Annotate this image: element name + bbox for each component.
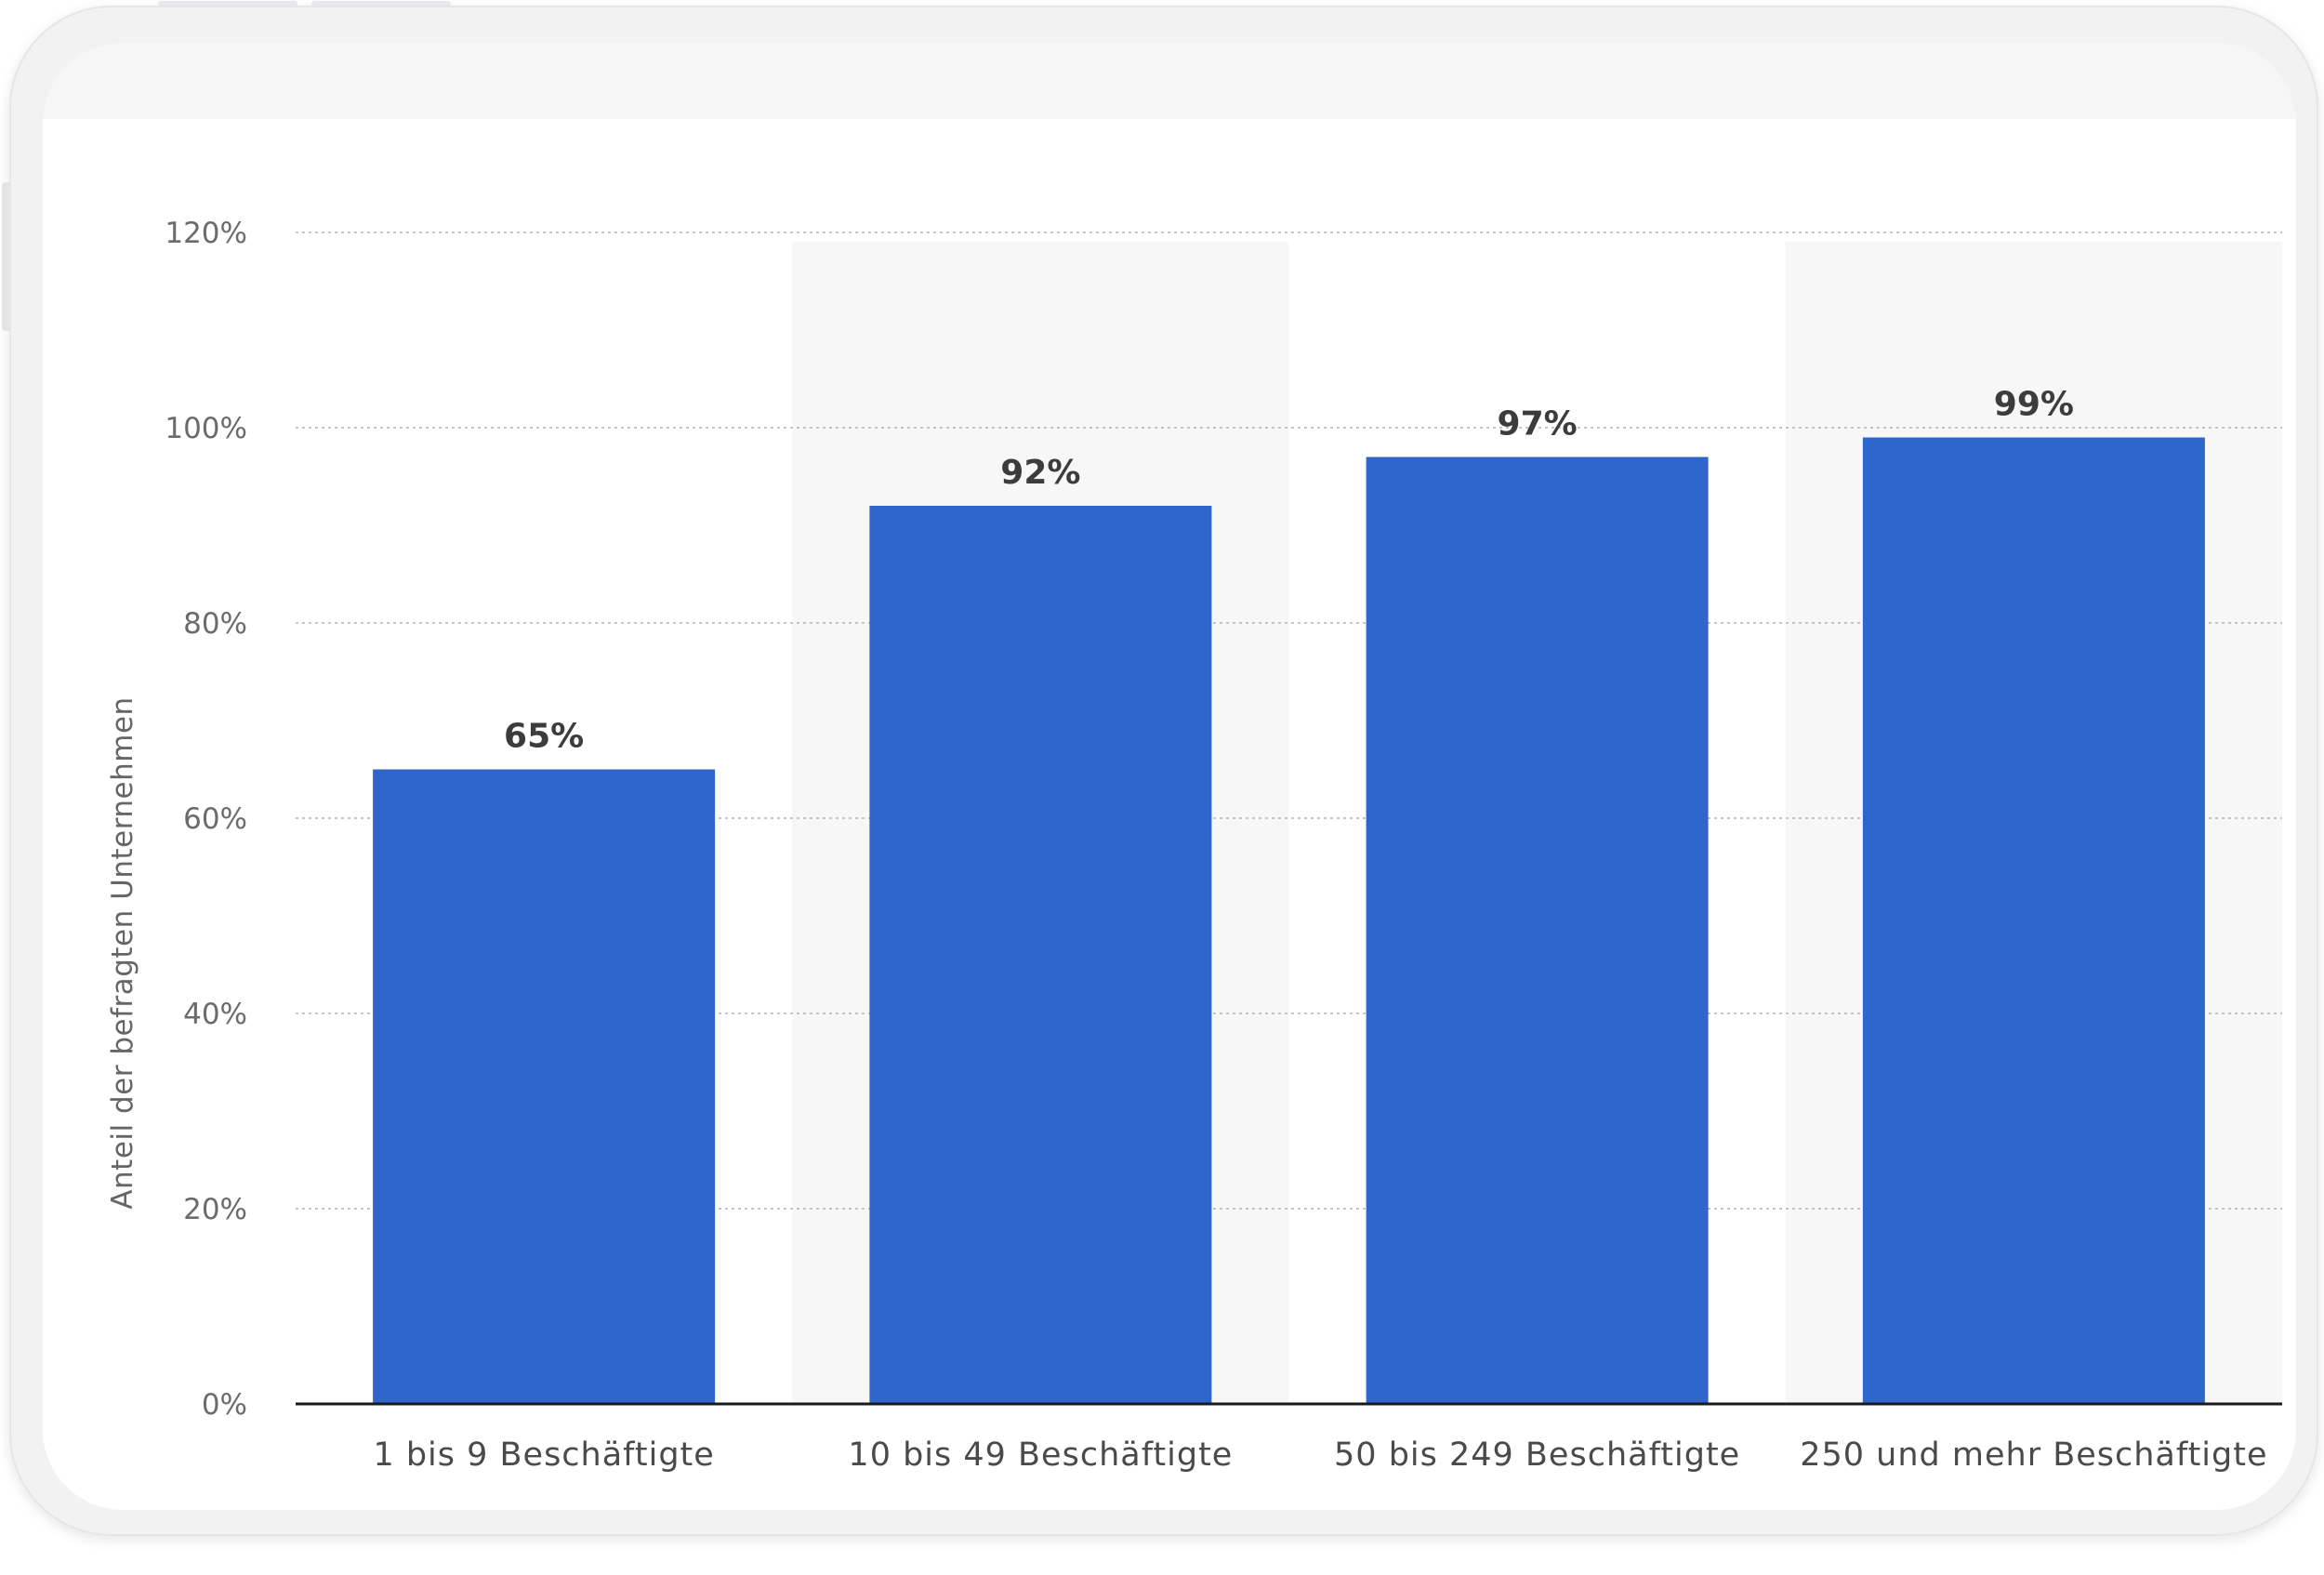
y-axis-label: Anteil der befragten Unternehmen	[106, 696, 139, 1209]
value-labels: 65% 92% 97% 99%	[504, 386, 2074, 756]
bar	[1366, 457, 1709, 1404]
top-button	[158, 1, 297, 6]
y-tick-label: 80%	[183, 607, 247, 641]
x-tick-label: 1 bis 9 Beschäftigte	[373, 1436, 714, 1474]
bar-value-label: 65%	[504, 718, 584, 756]
top-button	[311, 1, 451, 6]
y-axis-ticks: 0% 20% 40% 60% 80% 100% 120%	[165, 217, 247, 1422]
y-tick-label: 0%	[202, 1388, 247, 1422]
bar	[373, 769, 716, 1404]
x-tick-label: 250 und mehr Beschäftigte	[1800, 1436, 2267, 1474]
screen-top-bar	[43, 43, 2296, 119]
y-tick-label: 120%	[165, 217, 247, 250]
y-tick-label: 40%	[183, 998, 247, 1031]
y-tick-label: 60%	[183, 802, 247, 836]
bar-value-label: 97%	[1498, 405, 1578, 443]
bar	[1862, 437, 2205, 1404]
bars	[373, 437, 2205, 1404]
x-axis-labels: 1 bis 9 Beschäftigte 10 bis 49 Beschäftig…	[373, 1436, 2267, 1474]
bar-value-label: 99%	[1994, 386, 2074, 424]
y-tick-label: 100%	[165, 412, 247, 445]
x-tick-label: 10 bis 49 Beschäftigte	[848, 1436, 1233, 1474]
y-tick-label: 20%	[183, 1193, 247, 1226]
side-button	[2, 182, 9, 331]
x-tick-label: 50 bis 249 Beschäftigte	[1334, 1436, 1740, 1474]
bar	[869, 506, 1212, 1404]
bar-value-label: 92%	[1000, 454, 1080, 492]
